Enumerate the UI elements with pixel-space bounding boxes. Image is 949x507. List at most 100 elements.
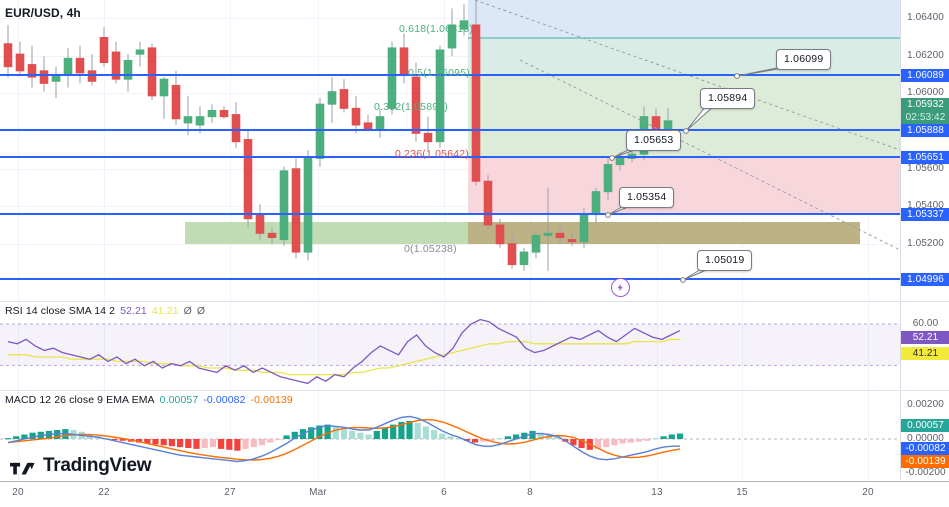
candle — [219, 106, 229, 119]
axis-badge-0.00057[interactable]: 0.00057 — [901, 419, 949, 432]
candle — [327, 77, 337, 123]
tradingview-logo: TradingView — [10, 455, 152, 477]
time-label-2: 27 — [224, 487, 236, 498]
fib-label-2: 0.382(1.05892) — [374, 101, 449, 113]
axis-badge--0.00139[interactable]: -0.00139 — [901, 455, 949, 468]
candle — [27, 45, 37, 88]
price-tag-1.05894[interactable]: 1.05894 — [700, 88, 756, 109]
legend-value: Ø — [196, 305, 206, 317]
alert-lightning-icon[interactable] — [611, 278, 630, 297]
candle — [483, 175, 493, 230]
time-label-6: 13 — [651, 487, 663, 498]
level-1.06089[interactable] — [0, 74, 900, 76]
axis-badge-41.21[interactable]: 41.21 — [901, 347, 949, 360]
level-1.05337[interactable] — [0, 213, 900, 215]
candle — [147, 43, 157, 100]
axis-badge--0.00082[interactable]: -0.00082 — [901, 442, 949, 455]
grid-line-v — [657, 302, 658, 390]
candle — [471, 0, 481, 186]
candle — [495, 218, 505, 248]
candle — [111, 41, 121, 84]
time-label-5: 8 — [527, 487, 533, 498]
axis-tick-1.06200: 1.06200 — [907, 50, 944, 61]
price-tag-1.05019[interactable]: 1.05019 — [697, 250, 753, 271]
axis-badge-02:53:42[interactable]: 02:53:42 — [901, 111, 949, 124]
pink-zone — [468, 157, 900, 214]
axis-badge-1.05932[interactable]: 1.05932 — [901, 98, 949, 111]
axis-tick-1.05200: 1.05200 — [907, 238, 944, 249]
legend-value: Ø — [183, 305, 192, 317]
candle — [159, 77, 169, 119]
grid-line-v — [444, 0, 445, 300]
grid-line-v — [18, 0, 19, 300]
candle — [567, 233, 577, 246]
time-axis[interactable]: 20 22 27 Mar 6 8 13 15 20 — [0, 481, 949, 507]
grid-line-v — [104, 302, 105, 390]
grid-line-v — [742, 391, 743, 481]
level-1.05888[interactable] — [0, 129, 900, 131]
time-label-1: 22 — [98, 487, 110, 498]
grid-line-v — [530, 302, 531, 390]
rsi-legend-values: 52.21 41.21 Ø Ø — [120, 305, 210, 317]
candle — [75, 45, 85, 84]
candle — [15, 41, 25, 75]
candle — [39, 56, 49, 92]
grid-line-v — [868, 302, 869, 390]
candle — [423, 116, 433, 150]
time-label-8: 20 — [862, 487, 874, 498]
macd-legend-values: 0.00057 -0.00082 -0.00139 — [160, 394, 298, 406]
grid-line-v — [18, 302, 19, 390]
symbol-legend[interactable]: EUR/USD, 4h — [5, 6, 86, 20]
price-tag-1.06099[interactable]: 1.06099 — [776, 49, 832, 70]
axis-badge-1.05337[interactable]: 1.05337 — [901, 208, 949, 221]
grid-line-v — [318, 302, 319, 390]
macd-series-layer — [0, 415, 900, 463]
candle — [339, 79, 349, 113]
macd-pane[interactable]: MACD 12 26 close 9 EMA EMA 0.00057 -0.0008… — [0, 390, 900, 481]
candle — [243, 129, 253, 228]
grid-line-h — [0, 18, 900, 19]
price-series-layer — [3, 0, 900, 271]
price-tag-1.05653[interactable]: 1.05653 — [626, 130, 682, 151]
candle — [555, 227, 565, 244]
axis-badge-1.05651[interactable]: 1.05651 — [901, 151, 949, 164]
grid-line-v — [868, 391, 869, 481]
candle — [531, 229, 541, 259]
candle — [459, 4, 469, 36]
price-tag-1.05354[interactable]: 1.05354 — [619, 187, 675, 208]
legend-value: 0.00057 — [159, 394, 199, 406]
candle — [195, 106, 205, 134]
candle — [387, 41, 397, 115]
band-olive — [468, 222, 860, 244]
level-1.05651[interactable] — [0, 156, 900, 158]
macd-axis[interactable]: 0.00200 0.00000 -0.00200 0.00057 -0.00082 -0.… — [900, 390, 949, 480]
legend-value: -0.00082 — [203, 394, 246, 406]
page-title: EUR/USD, 4h — [5, 6, 81, 20]
green-zone — [468, 75, 900, 157]
grid-line-h — [0, 93, 900, 94]
tradingview-logo-text: TradingView — [43, 455, 152, 476]
fib-label-3: 0.236(1.05642) — [395, 148, 470, 160]
grid-line-v — [230, 391, 231, 481]
price-axis[interactable]: 1.06400 1.06200 1.06000 1.05600 1.05400 1.052… — [900, 0, 949, 300]
axis-tick-0.00000: 0.00000 — [907, 433, 944, 444]
candle — [267, 227, 277, 244]
axis-badge-1.04996[interactable]: 1.04996 — [901, 273, 949, 286]
macd-legend[interactable]: MACD 12 26 close 9 EMA EMA 0.00057 -0.0008… — [5, 394, 303, 406]
price-pane[interactable]: 0.618(1.06318) 0.5(1.06095) 0.382(1.05892)… — [0, 0, 900, 300]
axis-tick-1.05600: 1.05600 — [907, 163, 944, 174]
level-1.04996[interactable] — [0, 278, 900, 280]
candle — [519, 247, 529, 271]
candle — [231, 102, 241, 148]
grid-line-v — [742, 302, 743, 390]
axis-badge-1.06089[interactable]: 1.06089 — [901, 69, 949, 82]
axis-badge-1.05888[interactable]: 1.05888 — [901, 124, 949, 137]
legend-value: 52.21 — [120, 305, 147, 317]
rsi-axis[interactable]: 60.00 52.21 41.21 — [900, 301, 949, 389]
axis-tick-1.06400: 1.06400 — [907, 12, 944, 23]
axis-badge-52.21[interactable]: 52.21 — [901, 331, 949, 344]
rsi-pane[interactable]: RSI 14 close SMA 14 2 52.21 41.21 Ø Ø — [0, 301, 900, 390]
rsi-legend[interactable]: RSI 14 close SMA 14 2 52.21 41.21 Ø Ø — [5, 305, 215, 317]
grid-line-h — [0, 244, 900, 245]
